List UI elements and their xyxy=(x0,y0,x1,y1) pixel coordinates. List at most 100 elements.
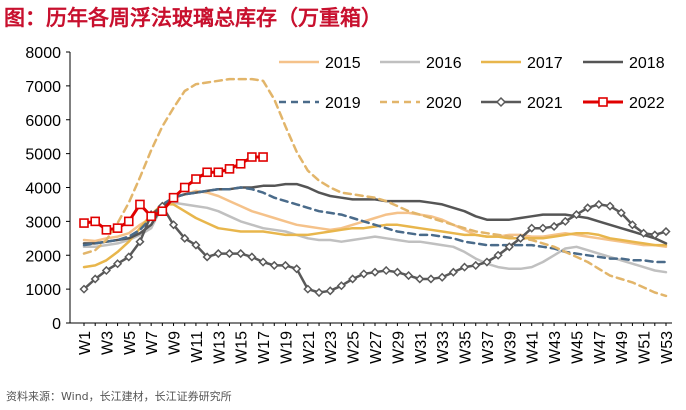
series-2021-point xyxy=(336,281,346,291)
legend-2016: 2016 xyxy=(380,55,462,72)
series-2022-point xyxy=(112,223,123,233)
x-tick-label: W25 xyxy=(346,331,363,364)
series-2021-point xyxy=(325,286,335,296)
x-tick-label: W35 xyxy=(458,331,475,364)
series-2021-point xyxy=(605,201,615,211)
series-2021-point xyxy=(224,248,235,259)
chart-title: 图：历年各周浮法玻璃总库存（万重箱） xyxy=(4,6,382,30)
series-2017-line xyxy=(82,203,668,269)
x-tick-label: W47 xyxy=(592,331,609,364)
x-tick-label: W13 xyxy=(211,331,228,364)
series-2021-point xyxy=(392,267,402,277)
series-2017 xyxy=(82,203,668,269)
x-tick-label: W31 xyxy=(413,331,430,364)
x-tick-label: W45 xyxy=(569,331,586,364)
legend-2018-label: 2018 xyxy=(629,55,665,72)
y-tick-label: 4000 xyxy=(25,181,61,198)
series-2021-point xyxy=(135,237,145,247)
y-tick-label: 0 xyxy=(52,316,61,333)
series-2022-point xyxy=(135,199,145,210)
series-2021-point xyxy=(437,272,447,282)
series-2021-point xyxy=(426,274,436,284)
y-tick-label: 3000 xyxy=(25,214,61,231)
legend-2015: 2015 xyxy=(279,55,361,72)
x-tick-label: W43 xyxy=(547,331,564,364)
series-2021-point xyxy=(79,284,89,294)
x-tick-label: W33 xyxy=(435,331,452,364)
legend-2022-label: 2022 xyxy=(629,95,665,112)
series-2021-point xyxy=(515,233,526,243)
series-2022-point xyxy=(202,167,212,178)
legend-2020-label: 2020 xyxy=(426,95,462,112)
series-2021-point xyxy=(180,233,190,243)
series-2021-point xyxy=(527,223,537,233)
y-tick-label: 1000 xyxy=(25,282,61,299)
x-tick-labels: W1 W3 W5 W7 W9 W11 W13 W15 W17 W19 W21 W23 W25 W27 W29… xyxy=(77,331,676,364)
series-2022-point xyxy=(79,218,89,228)
series-2021-point xyxy=(213,248,223,259)
series-2021-point xyxy=(471,260,481,270)
legend-2017-label: 2017 xyxy=(527,55,563,72)
series-2021-point xyxy=(493,250,503,260)
series-2022-point xyxy=(179,182,190,193)
series-2021-point xyxy=(381,265,391,276)
series-2022-point xyxy=(235,158,246,169)
series-2021-point xyxy=(538,223,548,233)
series-2022-point xyxy=(191,174,201,184)
series-2021-point xyxy=(292,264,302,274)
series-2021-point xyxy=(448,267,458,277)
series-2022-point xyxy=(101,225,112,235)
series-2021-point xyxy=(650,230,660,240)
x-tick-label: W53 xyxy=(659,331,676,364)
series-2020-line xyxy=(82,77,668,298)
series-2021-point xyxy=(560,216,570,226)
series-2021-point xyxy=(124,252,134,262)
x-tick-label: W19 xyxy=(278,331,295,364)
series-2021-point xyxy=(303,284,313,294)
series-2022-point xyxy=(224,164,235,174)
series-2021-point xyxy=(359,269,369,279)
series-2021-point xyxy=(661,226,671,237)
legend-2021: 2021 xyxy=(481,95,563,112)
x-tick-label: W49 xyxy=(614,331,631,364)
x-tick-label: W29 xyxy=(390,331,407,364)
series-2021-point xyxy=(549,221,559,232)
series-2016 xyxy=(82,201,668,274)
series-2021-point xyxy=(247,252,257,262)
legend-2021-marker xyxy=(495,96,507,108)
series-2021-point xyxy=(236,248,246,259)
series-2022 xyxy=(79,152,268,235)
x-tick-label: W37 xyxy=(480,331,497,364)
series-lines xyxy=(79,77,671,298)
series-2022-point xyxy=(123,216,134,227)
legend-2018: 2018 xyxy=(583,55,665,72)
x-tick-label: W9 xyxy=(167,331,184,355)
series-2021-point xyxy=(482,257,492,267)
x-tick-label: W7 xyxy=(144,331,161,355)
series-2021-point xyxy=(571,210,582,220)
axes xyxy=(66,51,672,326)
x-tick-label: W3 xyxy=(99,331,116,355)
series-2021-point xyxy=(639,228,649,238)
x-tick-label: W27 xyxy=(368,331,385,364)
y-tick-label: 6000 xyxy=(25,113,61,130)
series-2021-point xyxy=(280,260,291,270)
series-2021-point xyxy=(168,220,179,230)
legend: 2015 2016 2017 2018 2019 2020 2021 2022 xyxy=(279,55,665,112)
y-tick-label: 7000 xyxy=(25,79,61,96)
x-tick-label: W23 xyxy=(323,331,340,364)
series-2021-point xyxy=(191,240,201,250)
x-tick-label: W15 xyxy=(234,331,251,364)
legend-2019: 2019 xyxy=(279,95,361,112)
legend-2022: 2022 xyxy=(583,95,665,112)
legend-2022-marker xyxy=(598,97,608,107)
series-2021-point xyxy=(348,274,358,284)
series-2021-point xyxy=(269,260,279,270)
series-2021-point xyxy=(627,220,637,230)
legend-2020: 2020 xyxy=(380,95,462,112)
source-note: 资料来源：Wind，长江建材，长江证券研究所 xyxy=(6,390,232,403)
series-2021-point xyxy=(415,274,425,284)
series-2022-point xyxy=(258,152,268,162)
x-tick-label: W39 xyxy=(502,331,519,364)
